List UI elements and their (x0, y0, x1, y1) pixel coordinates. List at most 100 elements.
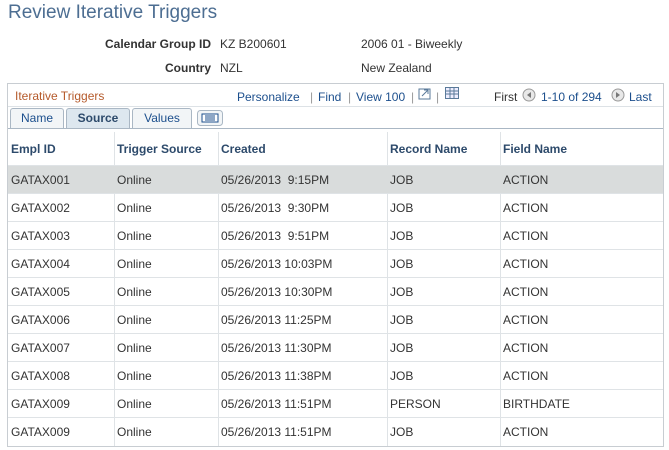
table-cell: Online (117, 425, 152, 439)
table-cell: JOB (390, 425, 414, 439)
table-row: GATAX002 Online 05/26/2013 9:30PM JOB ACTION (8, 193, 663, 222)
prev-button[interactable] (522, 88, 536, 102)
grid: Iterative Triggers Personalize | Find | … (7, 83, 664, 447)
table-cell: GATAX004 (11, 257, 70, 271)
table-cell: Online (117, 369, 152, 383)
table-cell: 05/26/2013 11:30PM (221, 341, 332, 355)
table-cell: Online (117, 397, 152, 411)
table-cell: Online (117, 313, 152, 327)
table-cell: JOB (390, 313, 414, 327)
link[interactable]: Find (318, 90, 342, 104)
link[interactable]: Personalize (237, 90, 300, 104)
table-cell: 05/26/2013 10:30PM (221, 285, 333, 299)
table-cell: ACTION (503, 285, 549, 299)
tab[interactable]: Source (66, 108, 130, 128)
range: 1-10 of 294 (541, 90, 602, 104)
table-cell: 05/26/2013 11:25PM (221, 313, 332, 327)
page-title: Review Iterative Triggers (8, 2, 218, 23)
table-cell: Online (117, 229, 152, 243)
table-row: GATAX008 Online 05/26/2013 11:38PM JOB ACTIO… (8, 361, 663, 390)
table-cell: 05/26/2013 11:51PM (221, 425, 332, 439)
show-all-tabs[interactable] (197, 110, 223, 126)
table-cell: 05/26/2013 9:30PM (221, 201, 330, 215)
table-cell: JOB (390, 341, 414, 355)
table-cell: ACTION (503, 369, 549, 383)
table-cell: ACTION (503, 201, 549, 215)
table-cell: GATAX009 (11, 425, 70, 439)
field-description: 2006 01 - Biweekly (361, 37, 463, 51)
table-cell: ACTION (503, 173, 549, 187)
table-row: GATAX009 Online 05/26/2013 11:51PM PERSON BI… (8, 389, 663, 418)
field-label: Calendar Group ID (104, 37, 211, 51)
table-cell: GATAX005 (11, 285, 70, 299)
table-cell: PERSON (390, 397, 441, 411)
table-row: GATAX004 Online 05/26/2013 10:03PM JOB ACTIO… (8, 249, 663, 278)
field-label: Country (165, 61, 211, 75)
table-cell: JOB (390, 257, 414, 271)
table-cell: GATAX006 (11, 313, 70, 327)
table-cell: ACTION (503, 229, 549, 243)
table-cell: GATAX007 (11, 341, 70, 355)
tab[interactable]: Values (132, 108, 192, 128)
table-row: GATAX007 Online 05/26/2013 11:30PM JOB ACTIO… (8, 333, 663, 362)
table-row: GATAX005 Online 05/26/2013 10:30PM JOB ACTIO… (8, 277, 663, 306)
column-header: Field Name (503, 142, 568, 156)
table-cell: Online (117, 257, 152, 271)
column-header: Record Name (390, 142, 468, 156)
table-cell: 05/26/2013 11:38PM (221, 369, 332, 383)
table-cell: 05/26/2013 9:15PM (221, 173, 330, 187)
column-header: Created (221, 142, 266, 156)
column-divider (218, 132, 219, 446)
table-cell: 05/26/2013 10:03PM (221, 257, 333, 271)
table-cell: JOB (390, 201, 414, 215)
download-icon[interactable] (445, 87, 459, 100)
table-row: GATAX003 Online 05/26/2013 9:51PM JOB ACTION (8, 221, 663, 250)
table-cell: Online (117, 201, 152, 215)
separator: | (411, 90, 415, 104)
separator: | (436, 90, 440, 104)
link[interactable]: View 100 (356, 90, 406, 104)
table-cell: GATAX009 (11, 397, 70, 411)
table-cell: GATAX008 (11, 369, 70, 383)
table-cell: JOB (390, 173, 414, 187)
table-cell: ACTION (503, 313, 549, 327)
table-cell: Online (117, 285, 152, 299)
table-cell: GATAX002 (11, 201, 70, 215)
tab-line (8, 128, 663, 129)
table-row: GATAX009 Online 05/26/2013 11:51PM JOB ACTIO… (8, 417, 663, 446)
table-cell: Online (117, 173, 152, 187)
column-header: Empl ID (11, 142, 56, 156)
separator: | (348, 90, 352, 104)
table-cell: JOB (390, 285, 414, 299)
first-label: First (494, 90, 518, 104)
column-divider (500, 132, 501, 446)
table-cell: Online (117, 341, 152, 355)
table: Empl ID Trigger Source Created Record Name F… (8, 132, 663, 446)
field-value: KZ B200601 (220, 37, 287, 51)
next-button[interactable] (611, 88, 625, 102)
separator: | (310, 90, 314, 104)
table-cell: 05/26/2013 11:51PM (221, 397, 332, 411)
field-description: New Zealand (361, 61, 432, 75)
table-cell: BIRTHDATE (503, 397, 570, 411)
table-cell: GATAX003 (11, 229, 70, 243)
field-value: NZL (220, 61, 243, 75)
column-divider (387, 132, 388, 446)
table-row: GATAX001 Online 05/26/2013 9:15PM JOB ACTION (8, 165, 663, 194)
column-divider (114, 132, 115, 446)
table-row: GATAX006 Online 05/26/2013 11:25PM JOB ACTIO… (8, 305, 663, 334)
table-cell: GATAX001 (11, 173, 70, 187)
column-header: Trigger Source (117, 142, 202, 156)
grid-header: Iterative Triggers Personalize | Find | … (8, 84, 663, 107)
table-cell: 05/26/2013 9:51PM (221, 229, 330, 243)
grid-title: Iterative Triggers (15, 89, 105, 103)
link[interactable]: Last (629, 90, 652, 104)
table-cell: ACTION (503, 257, 549, 271)
table-cell: JOB (390, 229, 414, 243)
zoom-icon[interactable] (418, 87, 432, 101)
tab[interactable]: Name (10, 108, 64, 128)
table-cell: JOB (390, 369, 414, 383)
table-cell: ACTION (503, 341, 549, 355)
table-cell: ACTION (503, 425, 549, 439)
